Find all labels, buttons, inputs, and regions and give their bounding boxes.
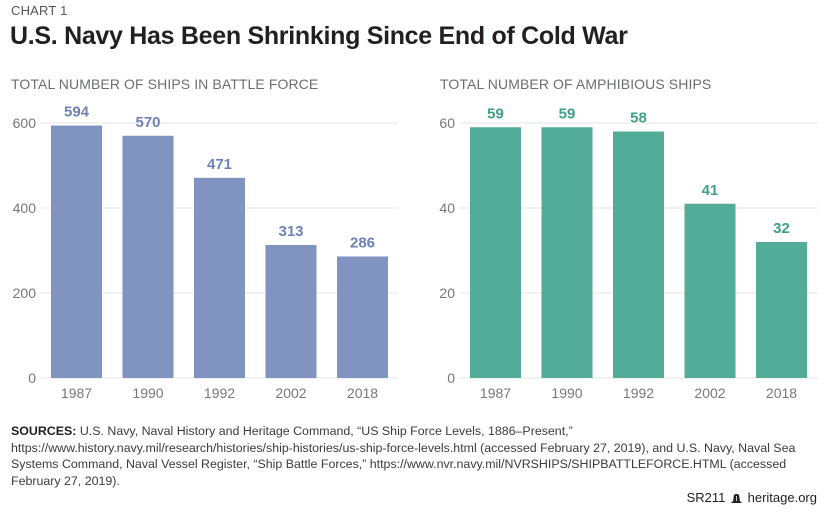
sources-label: SOURCES: <box>11 424 77 438</box>
x-tick-label: 1990 <box>132 385 163 401</box>
chart-kicker: CHART 1 <box>11 3 68 18</box>
data-label: 594 <box>64 104 90 121</box>
report-id: SR211 <box>686 490 726 505</box>
x-tick-label: 1987 <box>61 385 92 401</box>
battle-force-bar-chart: 0 200 400 600 594 1987 570 1990 471 1992 313 2002 28… <box>13 104 398 401</box>
bar <box>613 131 664 378</box>
sources-text: U.S. Navy, Naval History and Heritage Co… <box>11 424 796 488</box>
data-label: 286 <box>350 234 375 251</box>
data-label: 313 <box>278 223 303 240</box>
bar <box>51 125 102 378</box>
y-tick-label: 60 <box>439 115 455 131</box>
bar <box>265 244 317 378</box>
data-label: 59 <box>559 105 576 122</box>
bar <box>194 177 245 378</box>
x-tick-label: 1992 <box>623 385 654 401</box>
y-tick-label: 0 <box>28 370 36 386</box>
sources-note: SOURCES: U.S. Navy, Naval History and He… <box>11 423 816 489</box>
y-tick-label: 200 <box>13 285 37 301</box>
data-label: 570 <box>135 114 160 131</box>
y-tick-label: 40 <box>439 200 455 216</box>
site-link[interactable]: heritage.org <box>747 490 817 505</box>
data-label: 471 <box>207 156 232 173</box>
x-tick-label: 2002 <box>694 385 725 401</box>
y-tick-label: 400 <box>13 200 37 216</box>
x-tick-label: 1987 <box>480 385 511 401</box>
data-label: 59 <box>487 105 504 122</box>
x-tick-label: 2002 <box>275 385 306 401</box>
bar <box>122 135 174 378</box>
x-tick-label: 2018 <box>766 385 797 401</box>
x-tick-label: 1990 <box>551 385 582 401</box>
y-tick-label: 20 <box>439 285 455 301</box>
x-tick-label: 1992 <box>204 385 235 401</box>
y-tick-label: 600 <box>13 115 37 131</box>
liberty-bell-icon <box>731 494 742 503</box>
amphibious-ships-bar-chart: 0 20 40 60 59 1987 59 1990 58 1992 41 2002 32 2018 <box>439 105 818 401</box>
x-tick-label: 2018 <box>347 385 378 401</box>
bar <box>684 203 736 378</box>
left-chart-title: TOTAL NUMBER OF SHIPS IN BATTLE FORCE <box>11 76 319 92</box>
footer: SR211 heritage.org <box>687 490 817 505</box>
data-label: 58 <box>630 110 647 127</box>
data-label: 32 <box>773 220 790 237</box>
right-chart-title: TOTAL NUMBER OF AMPHIBIOUS SHIPS <box>440 76 712 92</box>
chart-title: U.S. Navy Has Been Shrinking Since End o… <box>10 22 628 50</box>
data-label: 41 <box>702 182 719 199</box>
bar <box>541 127 593 378</box>
bar <box>470 127 521 378</box>
bar <box>337 256 388 378</box>
y-tick-label: 0 <box>447 370 455 386</box>
bar <box>756 242 807 378</box>
